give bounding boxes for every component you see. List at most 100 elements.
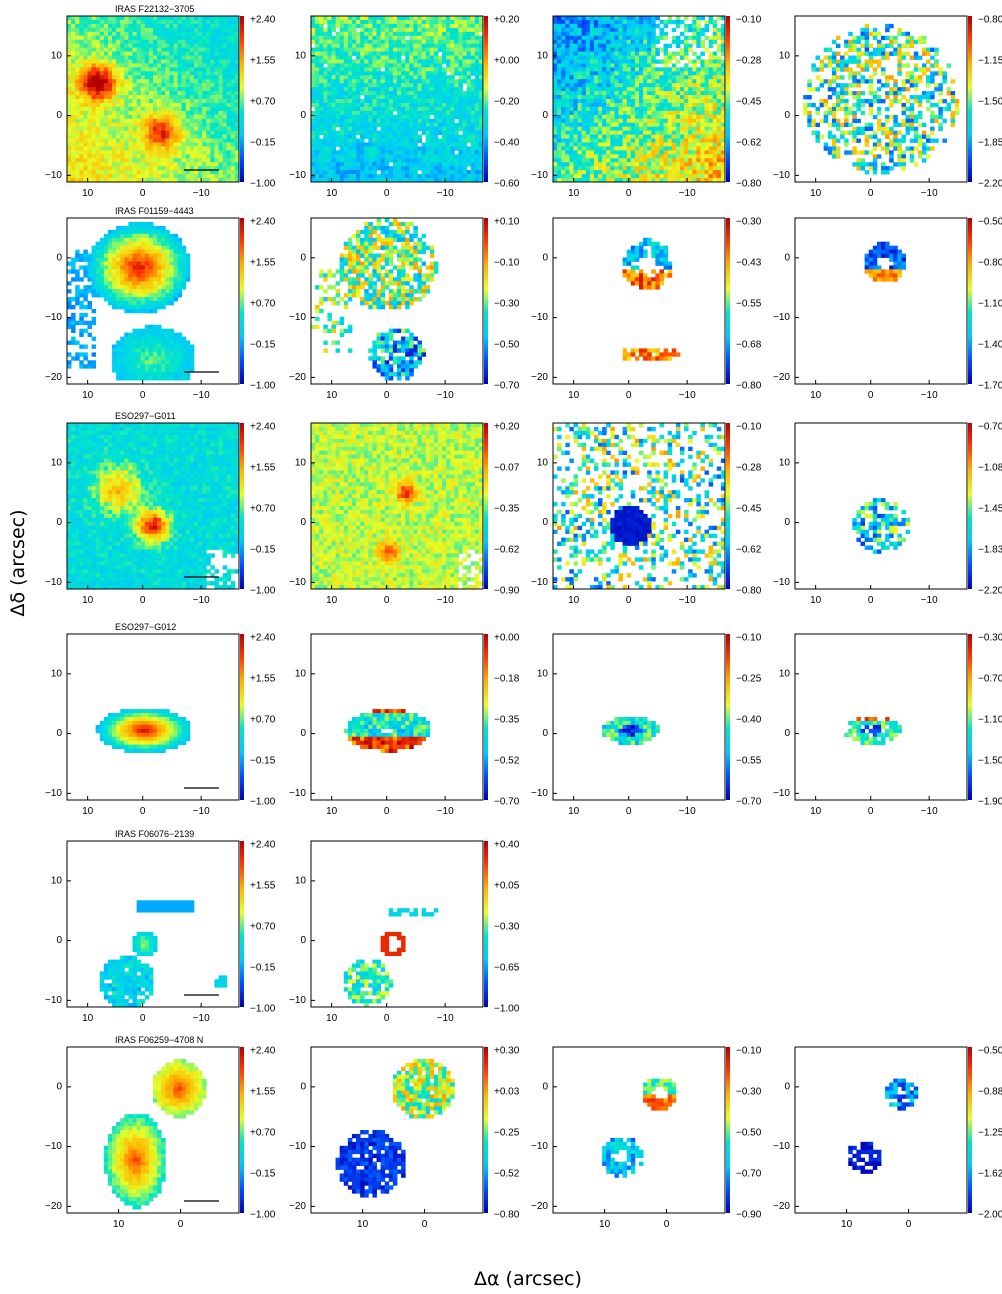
heatmap-cell	[198, 110, 203, 116]
heatmap-cell	[136, 130, 142, 135]
heatmap-cell	[581, 83, 587, 88]
heatmap-cell	[193, 134, 199, 139]
heatmap-cell	[75, 114, 80, 120]
heatmap-cell	[128, 99, 133, 104]
heatmap-cell	[91, 47, 97, 52]
heatmap-cell	[634, 99, 640, 104]
heatmap-cell	[343, 16, 349, 21]
heatmap-cell	[659, 59, 664, 64]
heatmap-cell	[327, 35, 332, 41]
heatmap-cell	[397, 19, 402, 25]
heatmap-cell	[470, 99, 476, 104]
heatmap-cell	[634, 71, 640, 76]
heatmap-cell	[470, 178, 476, 183]
heatmap-cell	[319, 47, 324, 52]
heatmap-cell	[679, 91, 685, 96]
heatmap-cell	[401, 178, 406, 183]
heatmap-cell	[450, 134, 455, 139]
x-tick-label: 10	[82, 188, 94, 199]
heatmap-cell	[198, 102, 203, 108]
heatmap-cell	[193, 166, 199, 171]
heatmap-cell	[474, 91, 480, 96]
heatmap-cell	[659, 95, 664, 100]
heatmap-cell	[716, 138, 722, 143]
heatmap-cell	[193, 23, 199, 29]
heatmap-cell	[356, 162, 361, 167]
heatmap-cell	[696, 55, 701, 60]
heatmap-cell	[392, 27, 398, 33]
heatmap-cell	[376, 118, 382, 124]
heatmap-cells	[311, 16, 484, 183]
heatmap-cell	[311, 63, 316, 68]
heatmap-cell	[218, 27, 224, 33]
heatmap-cell	[193, 126, 199, 132]
heatmap-cell	[107, 87, 113, 92]
heatmap-cell	[364, 178, 369, 183]
heatmap-cell	[132, 87, 138, 92]
heatmap-cell	[450, 19, 455, 25]
heatmap-cell	[700, 39, 705, 45]
heatmap-cell	[433, 158, 439, 163]
heatmap-cell	[421, 114, 427, 120]
heatmap-cell	[684, 27, 689, 33]
heatmap-cell	[124, 138, 129, 143]
heatmap-cell	[75, 16, 80, 21]
heatmap-cell	[87, 87, 92, 92]
heatmap-cell	[173, 51, 178, 56]
heatmap-cell	[454, 134, 459, 139]
heatmap-cell	[99, 51, 105, 56]
heatmap-cell	[429, 35, 435, 41]
heatmap-cell	[189, 95, 195, 100]
heatmap-cell	[602, 99, 607, 104]
heatmap-cell	[173, 95, 178, 100]
heatmap-cell	[230, 83, 236, 88]
heatmap-cell	[622, 75, 628, 80]
heatmap-cell	[315, 162, 320, 167]
heatmap-cell	[388, 142, 394, 147]
heatmap-cell	[343, 138, 349, 143]
heatmap-cell	[413, 134, 418, 139]
heatmap-cell	[413, 63, 418, 68]
heatmap-cell	[351, 43, 357, 49]
heatmap-cell	[442, 146, 447, 151]
heatmap-cell	[647, 158, 652, 163]
heatmap-cell	[339, 166, 345, 171]
heatmap-cell	[647, 51, 652, 56]
heatmap-cell	[622, 71, 628, 76]
heatmap-cell	[193, 162, 199, 167]
heatmap-cell	[202, 59, 207, 64]
heatmap-cell	[700, 91, 705, 96]
heatmap-cell	[557, 138, 562, 143]
heatmap-cell	[380, 130, 386, 135]
heatmap-cell	[581, 134, 587, 139]
heatmap-cell	[319, 99, 324, 104]
heatmap-cell	[446, 55, 451, 60]
heatmap-cell	[462, 110, 468, 116]
heatmap-cell	[405, 162, 410, 167]
heatmap-cell	[347, 87, 353, 92]
heatmap-cell	[679, 99, 685, 104]
heatmap-cell	[75, 79, 80, 84]
heatmap-cell	[634, 35, 640, 41]
heatmap-cell	[433, 75, 439, 80]
heatmap-cell	[103, 102, 109, 108]
heatmap-cell	[116, 178, 121, 183]
heatmap-cell	[602, 150, 607, 155]
heatmap-cell	[116, 150, 121, 155]
heatmap-cell	[234, 158, 240, 163]
heatmap-cell	[206, 142, 211, 147]
heatmap-cell	[622, 118, 628, 124]
heatmap-cell	[647, 31, 652, 37]
heatmap-cell	[581, 75, 587, 80]
heatmap-cell	[405, 67, 410, 72]
heatmap-cell	[388, 99, 394, 104]
heatmap-cell	[311, 118, 316, 124]
heatmap-cell	[384, 150, 390, 155]
heatmap-cell	[397, 91, 402, 96]
heatmap-cell	[573, 16, 578, 21]
heatmap-cell	[712, 79, 718, 84]
heatmap-cell	[585, 102, 591, 108]
heatmap-cell	[598, 118, 603, 124]
heatmap-cell	[561, 134, 566, 139]
